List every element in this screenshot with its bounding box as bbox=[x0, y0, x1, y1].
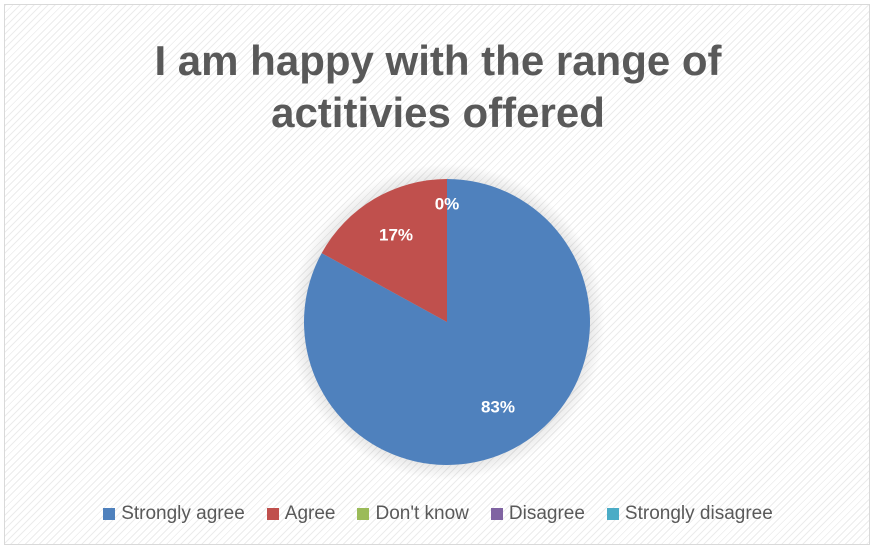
data-label-don-t-know: 0% bbox=[435, 194, 460, 213]
chart-area: I am happy with the range of actitivies … bbox=[4, 4, 870, 545]
legend-item-strongly-disagree: Strongly disagree bbox=[606, 503, 773, 525]
pie-slice-labels: 83% 17% 0% bbox=[379, 194, 515, 416]
legend-swatch bbox=[103, 508, 116, 520]
legend-label: Don't know bbox=[375, 503, 469, 524]
chart-title: I am happy with the range of actitivies … bbox=[5, 35, 871, 139]
legend: Strongly agree Agree Don't know Disagree Str… bbox=[5, 503, 871, 525]
legend-item-don-t-know: Don't know bbox=[357, 503, 469, 525]
legend-label: Strongly agree bbox=[121, 503, 245, 524]
legend-item-strongly-agree: Strongly agree bbox=[103, 503, 245, 525]
pie-slice-agree bbox=[321, 179, 447, 322]
data-label-agree: 17% bbox=[379, 225, 413, 244]
legend-label: Strongly disagree bbox=[624, 503, 773, 524]
data-label-strongly-agree: 83% bbox=[481, 398, 515, 417]
legend-item-disagree: Disagree bbox=[490, 503, 585, 525]
legend-swatch bbox=[266, 508, 279, 520]
legend-label: Disagree bbox=[508, 503, 585, 524]
chart-title-line-2: actitivies offered bbox=[271, 89, 605, 136]
legend-swatch bbox=[490, 508, 503, 520]
legend-label: Agree bbox=[284, 503, 336, 524]
pie-slices bbox=[304, 179, 590, 466]
legend-swatch bbox=[357, 508, 370, 520]
legend-swatch bbox=[606, 508, 619, 520]
chart-title-line-1: I am happy with the range of bbox=[154, 37, 722, 84]
pie-chart: 83% 17% 0% bbox=[289, 164, 605, 480]
legend-item-agree: Agree bbox=[266, 503, 336, 525]
